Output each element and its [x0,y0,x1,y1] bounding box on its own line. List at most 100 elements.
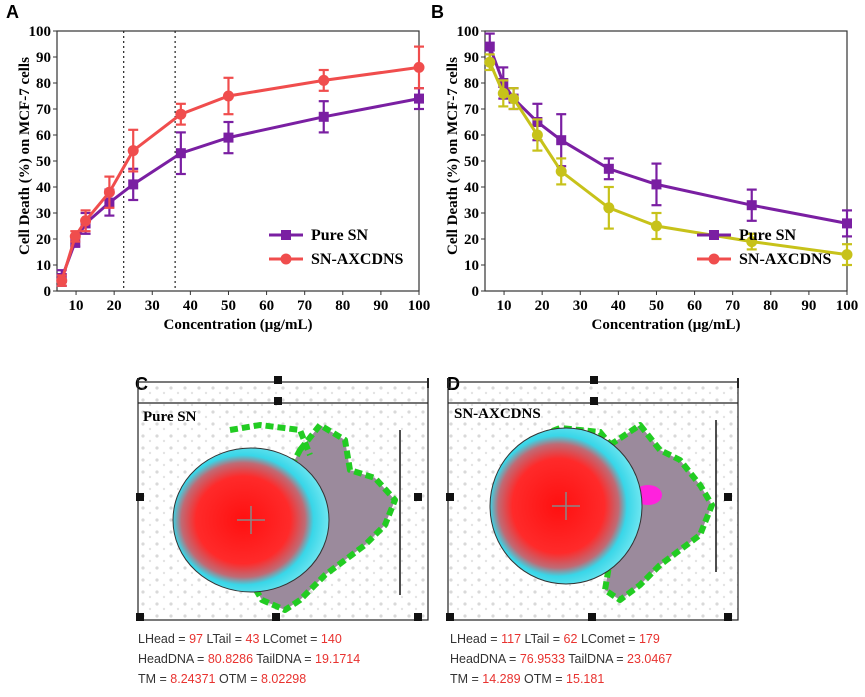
x-tick-label: 30 [145,298,160,314]
data-point [650,220,662,232]
x-tick-label: 20 [107,298,122,314]
data-point [318,111,329,122]
stat-value: 14.289 [482,672,521,686]
handle-top [274,376,282,384]
x-tick-label: 20 [535,298,550,314]
series-line-sn-axcdns [488,61,848,257]
data-point [603,202,615,214]
y-tick-label: 100 [457,24,480,40]
data-point [497,87,509,99]
x-tick-label: 60 [259,298,274,314]
x-tick-label: 10 [497,298,512,314]
comet-panel-pure-sn: Pure SN [136,376,429,621]
x-tick-label: 50 [221,298,236,314]
data-point [128,179,139,190]
y-tick-label: 80 [36,76,51,92]
stat-value: 43 [245,632,260,646]
handle-left [136,493,144,501]
stat-row: LHead = 97 LTail = 43 LComet = 140 [138,632,342,646]
stat-value: 97 [189,632,203,646]
data-point [531,129,543,141]
data-point [842,218,852,229]
x-tick-label: 70 [297,298,312,314]
x-tick-label: 100 [408,298,431,314]
y-tick-label: 0 [44,284,52,300]
data-point [555,165,567,177]
stat-value: 8.02298 [261,672,307,686]
stat-value: 19.1714 [315,652,361,666]
legend-marker [280,253,292,265]
x-tick-label: 10 [69,298,84,314]
stat-key: TM = [138,672,171,686]
y-tick-label: 30 [36,206,51,222]
y-tick-label: 80 [464,76,479,92]
data-point [841,249,853,261]
y-tick-label: 50 [464,154,479,170]
chart-b: 0 10 20 30 40 50 60 70 80 90 100 10 20 30 40 50 60 70 80 90… [445,24,858,333]
stat-key: LTail = [524,632,564,646]
stat-key: OTM = [524,672,567,686]
legend-label: Pure SN [739,227,796,244]
x-tick-label: 90 [373,298,388,314]
stat-key: TailDNA = [568,652,627,666]
stat-value: 76.9533 [519,652,566,666]
y-axis-label: Cell Death (%) on MCF-7 cells [17,57,33,255]
legend-label: SN-AXCDNS [739,251,832,268]
panel-label-b: B [431,2,444,22]
y-tick-label: 100 [29,24,52,40]
stat-key: LTail = [206,632,246,646]
stat-key: LComet = [262,632,321,646]
y-tick-label: 90 [464,50,479,66]
stat-key: LHead = [138,632,190,646]
stat-key: OTM = [218,672,261,686]
y-tick-label: 90 [36,50,51,66]
y-tick-label: 70 [36,102,51,118]
data-point [69,230,81,242]
stat-value: 80.8286 [207,652,254,666]
y-tick-label: 10 [36,258,51,274]
stat-value: 140 [320,632,342,646]
comet-title-d: SN-AXCDNS [454,406,541,422]
x-tick-label: 50 [649,298,664,314]
legend-marker [281,230,291,240]
series-line-sn-axcdns [60,65,420,282]
handle-right [414,493,422,501]
stat-row: TM = 14.289 OTM = 15.181 [450,672,604,686]
stat-row: LHead = 117 LTail = 62 LComet = 179 [450,632,660,646]
y-tick-label: 20 [464,232,479,248]
y-tick-label: 30 [464,206,479,222]
x-tick-label: 90 [801,298,816,314]
data-point [222,90,234,102]
stat-key: HeadDNA = [138,652,208,666]
stat-key: HeadDNA = [450,652,520,666]
panel-label-a: A [6,2,19,22]
data-point [508,93,520,105]
data-point [746,200,757,211]
data-point [223,132,234,143]
data-point [413,61,425,73]
data-point [80,215,92,227]
stat-value: 62 [563,632,578,646]
y-tick-label: 60 [36,128,51,144]
y-tick-label: 60 [464,128,479,144]
stat-key: TailDNA = [256,652,315,666]
legend-label: SN-AXCDNS [311,251,404,268]
x-axis-label: Concentration (μg/mL) [164,317,313,333]
stat-key: LHead = [450,632,502,646]
data-point [746,236,758,248]
comet-panel-sn-axcdns: SN-AXCDNS [446,376,739,621]
data-point [318,74,330,86]
x-axis-label: Concentration (μg/mL) [592,317,741,333]
y-tick-label: 50 [36,154,51,170]
y-axis-label: Cell Death (%) on MCF-7 cells [445,57,461,255]
y-tick-label: 70 [464,102,479,118]
x-tick-label: 40 [183,298,198,314]
chart-a: 0 10 20 30 40 50 60 70 80 90 100 10 20 30 40 50 60 70 80 90… [17,24,430,333]
comet-title-c: Pure SN [143,409,197,425]
y-tick-label: 40 [464,180,479,196]
x-tick-label: 70 [725,298,740,314]
stat-row: TM = 8.24371 OTM = 8.02298 [138,672,306,686]
x-tick-label: 40 [611,298,626,314]
data-point [127,145,139,157]
